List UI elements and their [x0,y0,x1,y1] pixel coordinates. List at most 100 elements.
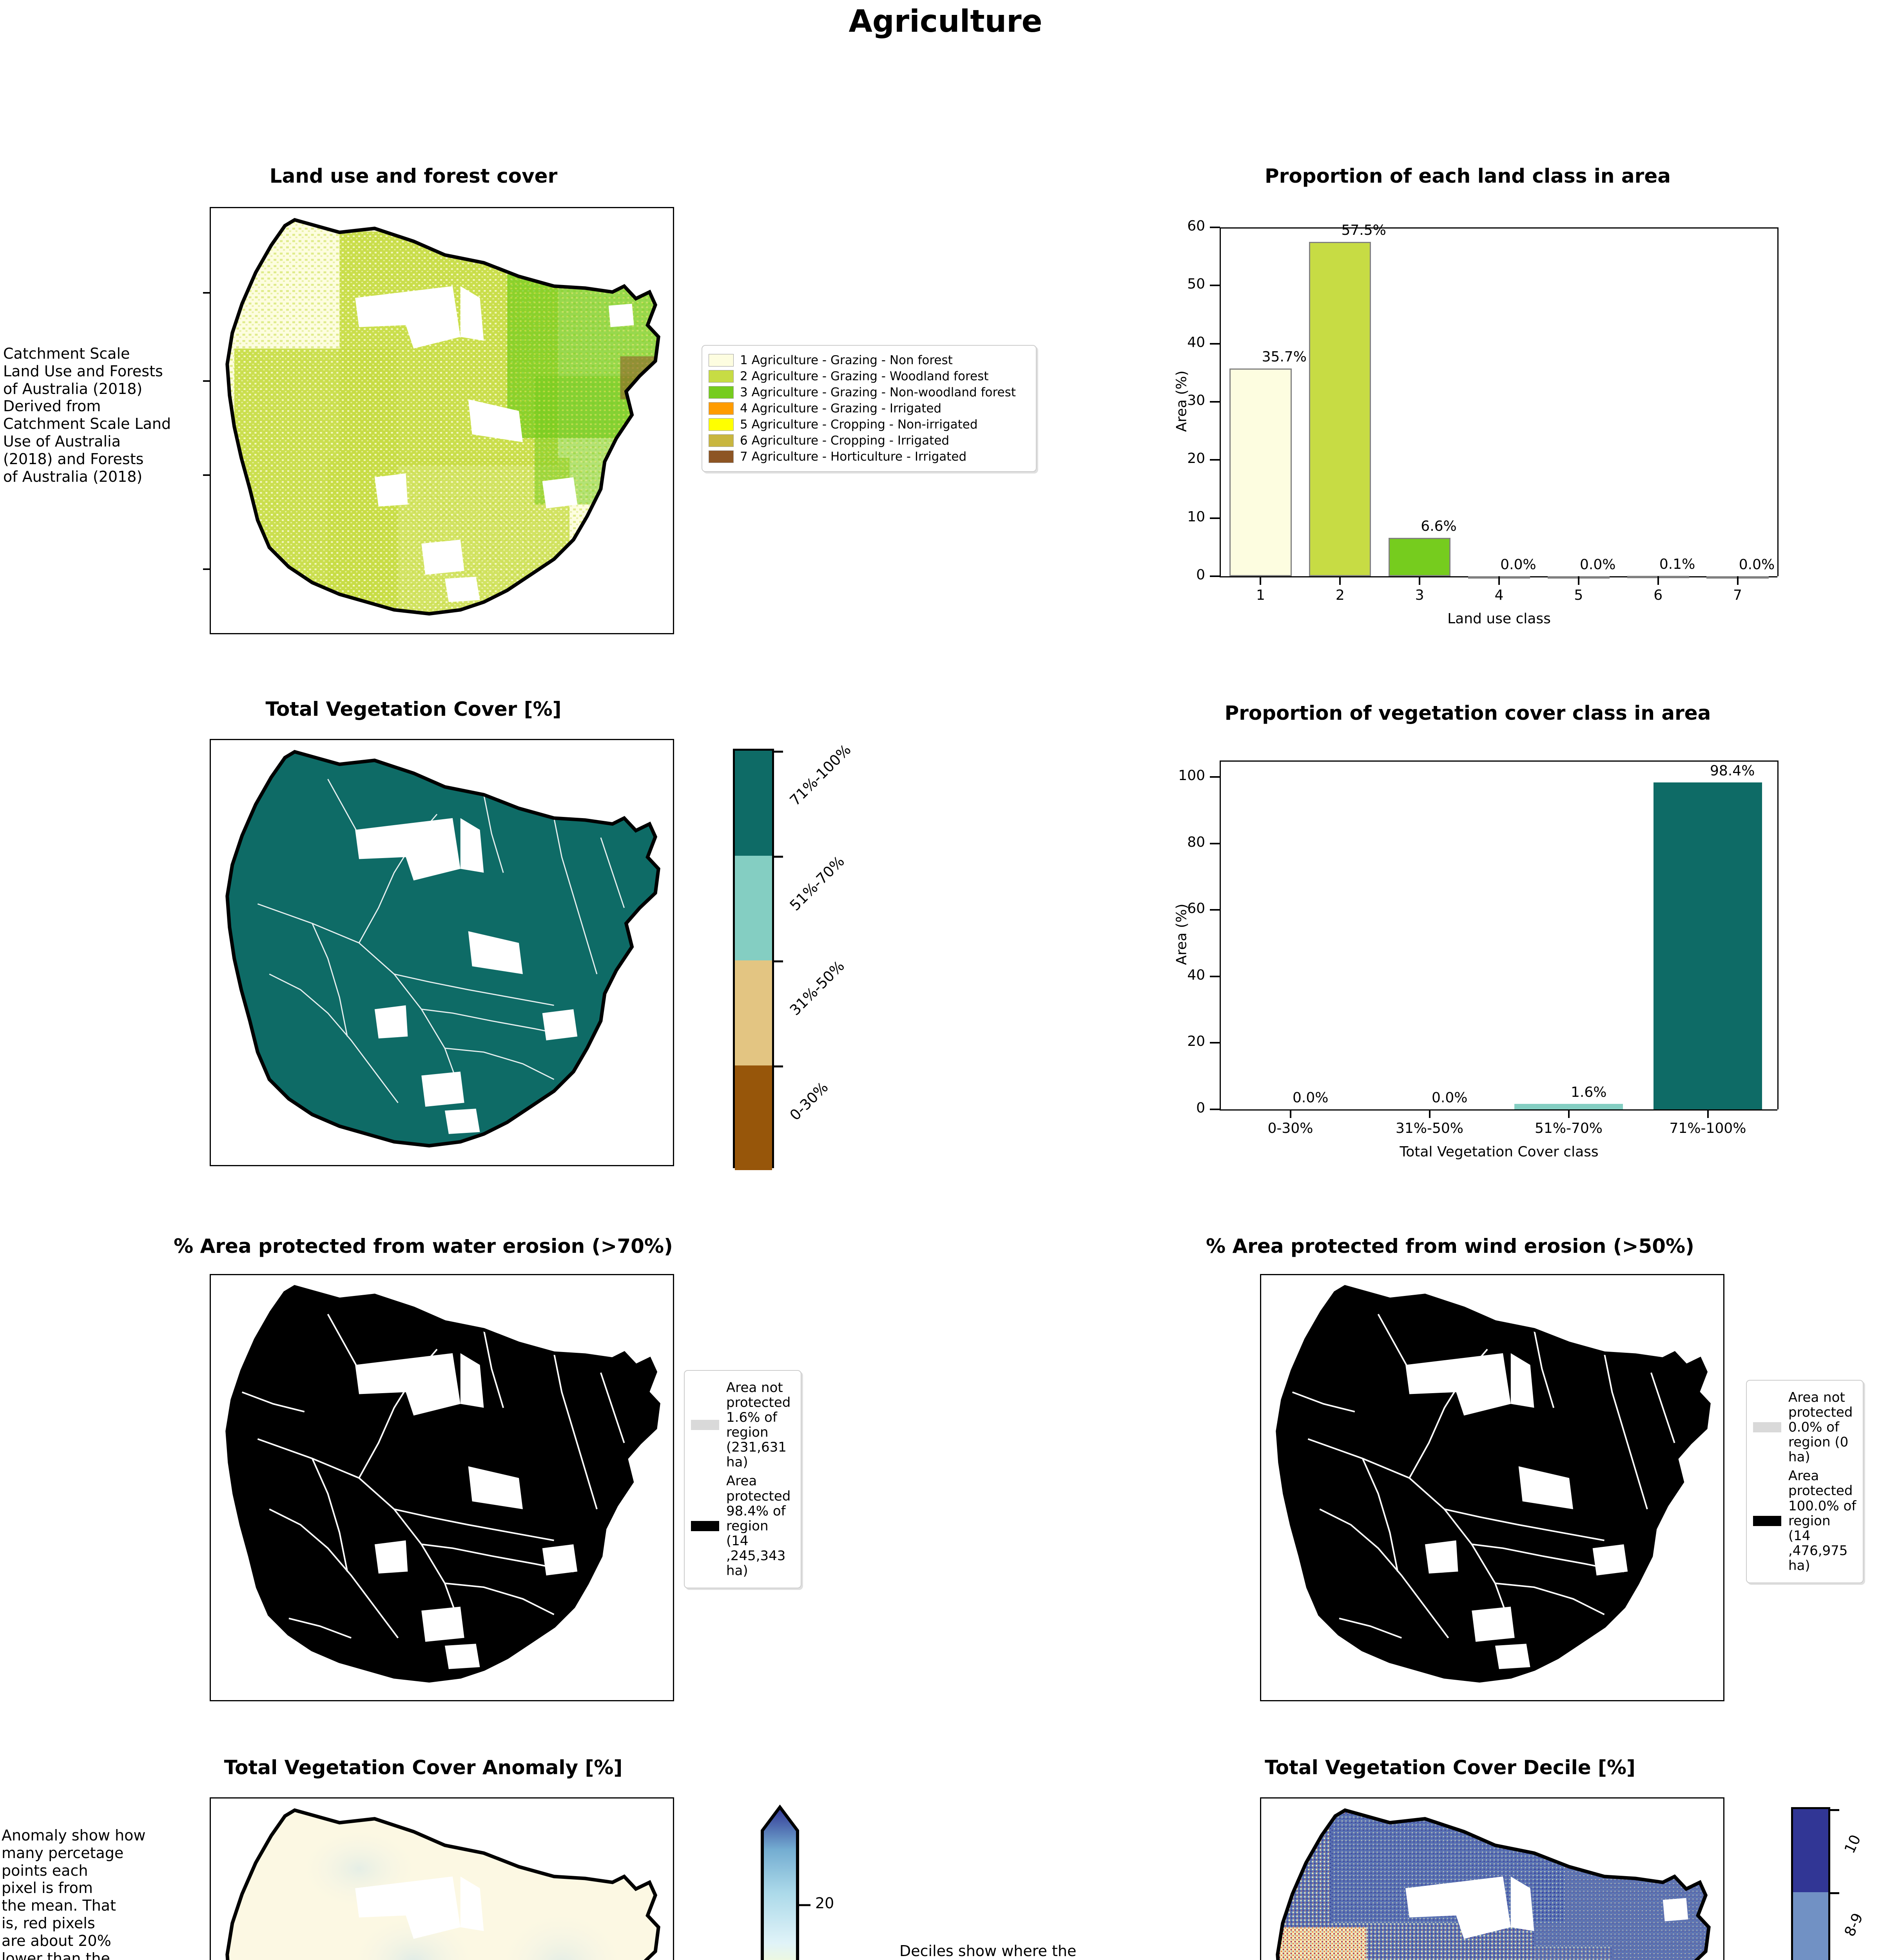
legend-swatch-icon [709,354,734,367]
veg-class-chart-spine-bottom [1220,1109,1777,1111]
land-class-chart-ytick-label: 30 [1187,392,1205,408]
veg-class-chart-spine-right [1777,760,1779,1109]
land-class-chart-plot-area [1221,227,1777,576]
legend-item-4: 4 Agriculture - Grazing - Irrigated [709,401,1030,416]
veg-class-chart-bar-3[interactable] [1514,1104,1623,1109]
land-class-chart-xtick-mark [1737,576,1739,585]
land-class-chart-xtick-mark [1260,576,1262,585]
land-class-chart-ytick-mark [1210,517,1220,519]
veg-class-chart-ytick-mark [1210,975,1220,977]
veg-cover-colorbar-tick [772,960,783,962]
veg-class-chart-xtick-label: 71%-100% [1669,1120,1746,1136]
land-use-map[interactable] [210,207,674,634]
wind-erosion-legend: Area not protected 0.0% of region (0 ha)… [1746,1380,1864,1583]
veg-cover-map[interactable] [210,739,674,1166]
land-class-chart-xtick-label: 1 [1256,587,1265,603]
legend-item-label: 2 Agriculture - Grazing - Woodland fores… [740,369,989,383]
decile-colorbar-tick [1828,1809,1839,1811]
legend-item-label: 7 Agriculture - Horticulture - Irrigated [740,450,967,464]
veg-class-chart-yaxis-label: Area (%) [1173,904,1190,965]
water-erosion-legend: Area not protected 1.6% of region (231,6… [684,1370,801,1589]
legend-swatch-icon [709,418,734,431]
decile-colorbar-segment-2 [1793,1892,1828,1960]
wind-erosion-legend-item-2: Area protected 100.0% of region (14 ,476… [1753,1468,1857,1573]
anomaly-colorbar: 20 10 0 −10 −20 [741,1803,870,1960]
veg-cover-colorbar-segment-2 [735,855,772,960]
veg-class-chart-bar-label-1: 0.0% [1293,1090,1329,1106]
land-class-chart-ytick-label: 40 [1187,334,1205,350]
land-class-chart-xtick-label: 5 [1574,587,1583,603]
wind-erosion-map[interactable] [1260,1274,1724,1701]
veg-class-chart-ytick-mark [1210,776,1220,778]
legend-swatch-icon [691,1521,719,1531]
veg-cover-colorbar-label-4: 0-30% [786,1078,832,1124]
anomaly-map-graphic [225,1808,660,1960]
legend-item-label: 5 Agriculture - Cropping - Non-irrigated [740,417,978,432]
land-class-chart-yaxis-label: Area (%) [1173,370,1190,432]
land-use-legend: 1 Agriculture - Grazing - Non forest 2 Ag… [702,345,1037,472]
veg-cover-map-title: Total Vegetation Cover [%] [265,698,562,720]
legend-item-label: 1 Agriculture - Grazing - Non forest [740,353,953,367]
land-class-chart-bar-label-3: 6.6% [1421,518,1457,535]
land-class-chart-xtick-label: 3 [1415,587,1424,603]
anomaly-map[interactable] [210,1797,674,1960]
land-class-chart-ytick-label: 0 [1196,567,1205,583]
land-use-side-note: Catchment Scale Land Use and Forests of … [3,345,171,485]
wind-erosion-legend-item-1: Area not protected 0.0% of region (0 ha) [1753,1390,1857,1465]
water-erosion-map-graphic [225,1285,660,1683]
veg-cover-colorbar-label-1: 71%-100% [786,741,854,809]
land-class-chart-spine-top [1220,227,1777,229]
decile-colorbar-label-1: 10 [1841,1832,1864,1856]
wind-erosion-map-title: % Area protected from wind erosion (>50%… [1206,1235,1695,1258]
land-class-chart-xtick-label: 7 [1733,587,1742,603]
veg-class-chart-spine-top [1220,760,1777,762]
veg-class-chart-ytick-mark [1210,842,1220,844]
land-class-chart-bar-label-5: 0.0% [1580,557,1616,573]
legend-swatch-icon [709,450,734,463]
land-class-chart-ytick-mark [1210,285,1220,287]
veg-class-chart-xtick-mark [1289,1109,1291,1118]
land-class-chart-xtick-label: 6 [1653,587,1663,603]
land-class-chart-spine-left [1220,227,1221,576]
wind-erosion-map-graphic [1276,1285,1711,1683]
veg-class-chart-ytick-label: 40 [1187,967,1205,983]
land-class-chart-bar-1[interactable] [1229,368,1292,576]
water-erosion-map-title: % Area protected from water erosion (>70… [174,1235,673,1258]
veg-cover-colorbar-segment-3 [735,960,772,1065]
veg-class-chart-xtick-mark [1429,1109,1430,1118]
veg-class-chart-bar-4[interactable] [1653,782,1762,1109]
land-class-chart-xtick-label: 4 [1494,587,1504,603]
land-class-chart-xtick-mark [1498,576,1500,585]
land-class-chart[interactable]: 0 10 20 30 40 50 60 35.7% 1 57.5% 2 6.6% 3 0.0% 4 0.0% 5… [1158,212,1793,627]
land-class-chart-ytick-mark [1210,459,1220,461]
legend-item-6: 6 Agriculture - Cropping - Irrigated [709,434,1030,448]
land-class-chart-xtick-mark [1577,576,1579,585]
water-erosion-map[interactable] [210,1274,674,1701]
veg-class-chart-ytick-mark [1210,1109,1220,1110]
veg-cover-colorbar-segment-4 [735,1065,772,1170]
land-class-chart-title: Proportion of each land class in area [1265,165,1671,187]
veg-class-chart-xtick-label: 51%-70% [1534,1120,1603,1136]
legend-item-label: 3 Agriculture - Grazing - Non-woodland f… [740,385,1016,399]
water-erosion-legend-item-label: Area protected 98.4% of region (14 ,245,… [726,1473,791,1579]
veg-class-chart-ytick-mark [1210,909,1220,911]
legend-swatch-icon [709,370,734,383]
legend-item-label: 4 Agriculture - Grazing - Irrigated [740,401,942,416]
legend-swatch-icon [709,402,734,415]
veg-cover-colorbar-tick [772,751,783,753]
land-class-chart-bar-label-4: 0.0% [1500,557,1536,573]
axis-tick [203,474,210,476]
veg-class-chart-xaxis-label: Total Vegetation Cover class [1400,1144,1599,1160]
decile-map[interactable] [1260,1797,1724,1960]
land-class-chart-bar-2[interactable] [1309,242,1371,576]
legend-swatch-icon [691,1420,719,1430]
land-class-chart-bar-3[interactable] [1389,538,1451,576]
land-class-chart-ytick-label: 50 [1187,276,1205,292]
decile-colorbar: 108-94-72-31 [1791,1807,1866,1960]
veg-class-chart[interactable]: 0 20 40 60 80 100 0.0% 0-30% 0.0% 31%-50% 1.6% 51%-… [1158,745,1793,1160]
land-class-chart-ytick-mark [1210,575,1220,577]
land-use-map-title: Land use and forest cover [269,165,558,187]
land-class-chart-ytick-label: 20 [1187,450,1205,467]
veg-class-chart-ytick-label: 60 [1187,900,1205,917]
land-class-chart-xtick-label: 2 [1335,587,1345,603]
